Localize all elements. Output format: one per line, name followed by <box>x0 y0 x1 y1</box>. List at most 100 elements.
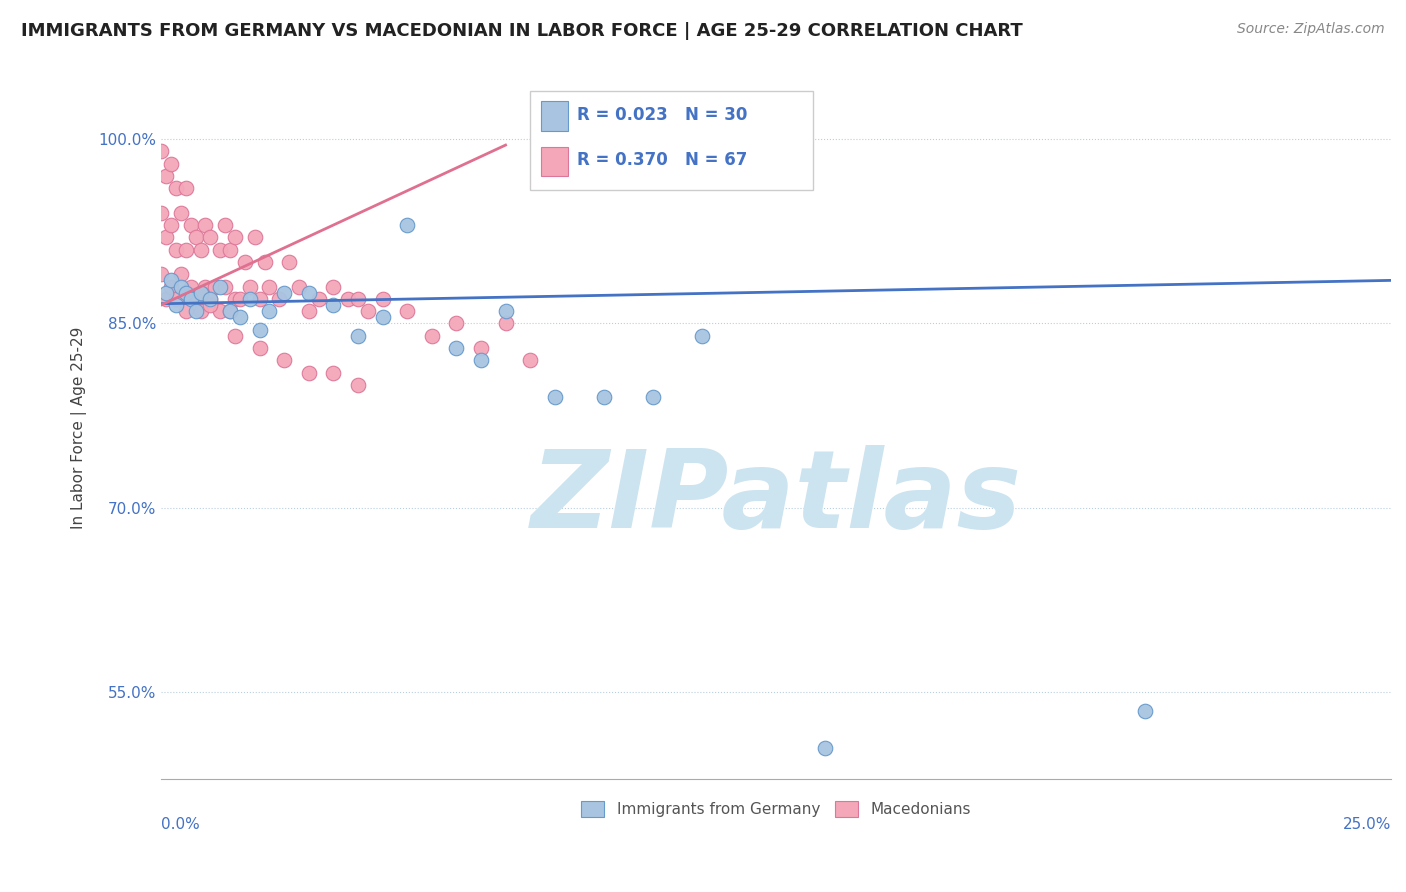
Point <box>495 317 517 331</box>
Point <box>219 304 242 318</box>
Point <box>165 292 187 306</box>
Y-axis label: In Labor Force | Age 25-29: In Labor Force | Age 25-29 <box>72 326 87 529</box>
Point <box>519 353 541 368</box>
Point <box>298 285 321 300</box>
Point <box>180 279 202 293</box>
Point <box>170 267 193 281</box>
Point <box>470 353 492 368</box>
Point <box>219 304 242 318</box>
Point <box>174 243 197 257</box>
Point <box>150 205 173 219</box>
Point <box>160 218 183 232</box>
Point <box>308 292 330 306</box>
Point <box>243 230 266 244</box>
Point <box>165 298 187 312</box>
FancyBboxPatch shape <box>541 102 568 131</box>
Point <box>174 181 197 195</box>
Point <box>396 304 419 318</box>
Point <box>160 279 183 293</box>
Point <box>446 317 468 331</box>
Point <box>322 366 344 380</box>
Point <box>165 243 187 257</box>
Point <box>209 304 232 318</box>
Point <box>259 279 281 293</box>
Point <box>214 218 236 232</box>
Point <box>278 255 301 269</box>
Point <box>150 267 173 281</box>
Point <box>249 341 271 355</box>
Point <box>249 322 271 336</box>
Point <box>190 285 212 300</box>
Point <box>174 285 197 300</box>
Text: ZIPatlas: ZIPatlas <box>530 445 1022 551</box>
Point <box>165 181 187 195</box>
Point <box>200 292 222 306</box>
Point <box>288 279 311 293</box>
Point <box>322 298 344 312</box>
Point <box>446 341 468 355</box>
Point <box>155 292 177 306</box>
Point <box>190 304 212 318</box>
Point <box>1133 704 1156 718</box>
Point <box>190 243 212 257</box>
Point <box>420 328 443 343</box>
Point <box>495 304 517 318</box>
Text: IMMIGRANTS FROM GERMANY VS MACEDONIAN IN LABOR FORCE | AGE 25-29 CORRELATION CHA: IMMIGRANTS FROM GERMANY VS MACEDONIAN IN… <box>21 22 1022 40</box>
Point <box>643 390 665 404</box>
Point <box>233 255 256 269</box>
Point <box>155 285 177 300</box>
Point <box>347 328 370 343</box>
Point <box>200 298 222 312</box>
Point <box>184 230 207 244</box>
Point <box>150 145 173 159</box>
Point <box>253 255 276 269</box>
Point <box>337 292 360 306</box>
Point <box>298 366 321 380</box>
Point <box>396 218 419 232</box>
Point <box>239 279 262 293</box>
Point <box>322 279 344 293</box>
Point <box>224 292 246 306</box>
Text: R = 0.023   N = 30: R = 0.023 N = 30 <box>576 105 747 124</box>
Point <box>174 304 197 318</box>
Point <box>209 243 232 257</box>
Text: R = 0.370   N = 67: R = 0.370 N = 67 <box>576 151 747 169</box>
Point <box>160 156 183 170</box>
Point <box>470 341 492 355</box>
Point <box>204 279 226 293</box>
Point <box>249 292 271 306</box>
Point <box>219 243 242 257</box>
Point <box>200 292 222 306</box>
Point <box>180 218 202 232</box>
Point <box>273 285 295 300</box>
Point <box>357 304 380 318</box>
Point <box>692 328 714 343</box>
Text: Source: ZipAtlas.com: Source: ZipAtlas.com <box>1237 22 1385 37</box>
Text: 0.0%: 0.0% <box>162 817 200 832</box>
Point <box>194 218 217 232</box>
Text: 25.0%: 25.0% <box>1343 817 1391 832</box>
Point <box>184 292 207 306</box>
FancyBboxPatch shape <box>530 92 813 190</box>
Point <box>184 304 207 318</box>
Point <box>229 292 252 306</box>
Point <box>155 169 177 183</box>
Legend: Immigrants from Germany, Macedonians: Immigrants from Germany, Macedonians <box>575 796 977 823</box>
Point <box>273 353 295 368</box>
Point <box>170 279 193 293</box>
Point <box>190 285 212 300</box>
Point <box>214 279 236 293</box>
Point <box>347 378 370 392</box>
Point <box>224 328 246 343</box>
Point <box>259 304 281 318</box>
Point <box>347 292 370 306</box>
Point <box>544 390 567 404</box>
Point <box>200 230 222 244</box>
FancyBboxPatch shape <box>541 147 568 177</box>
Point <box>194 279 217 293</box>
Point <box>155 230 177 244</box>
Point <box>180 292 202 306</box>
Point <box>298 304 321 318</box>
Point <box>371 292 394 306</box>
Point <box>239 292 262 306</box>
